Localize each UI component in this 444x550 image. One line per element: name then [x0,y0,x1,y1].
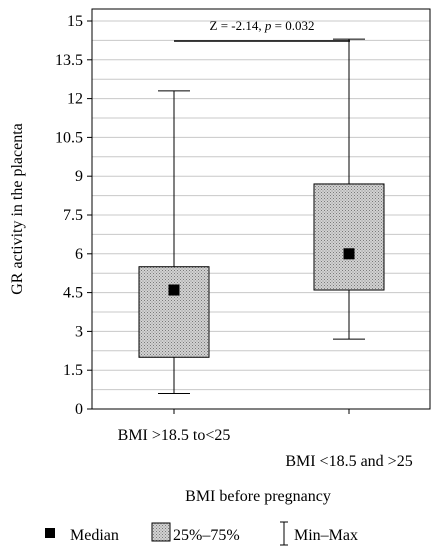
y-tick-label: 7.5 [63,207,83,224]
y-tick-label: 0 [75,401,83,418]
y-tick-label: 10.5 [55,129,83,146]
x-tick-label-2: BMI <18.5 and >25 [285,453,412,470]
y-tick-label: 4.5 [63,285,83,302]
box-group [138,90,210,394]
iqr-box [313,183,385,291]
legend-median-label: Median [70,527,119,544]
y-tick-label: 12 [67,91,83,108]
y-tick-label: 1.5 [63,362,83,379]
y-tick-label: 13.5 [55,52,83,69]
x-tick-label-1: BMI >18.5 to<25 [118,427,231,444]
significance-label: Z = -2.14, p = 0.032 [210,18,315,33]
legend-median-marker [45,528,55,538]
box-series [138,38,385,394]
y-tick-label: 6 [75,246,83,263]
iqr-box [138,266,210,358]
legend-whisker-icon [280,521,288,546]
y-axis-title: GR activity in the placenta [9,123,26,295]
legend-box-swatch [151,522,171,542]
y-axis-ticks: 0 1.5 3 4.5 6 7.5 9 10.5 12 13.5 15 [55,13,92,418]
x-axis-ticks [173,409,350,414]
median-marker [168,284,180,296]
y-tick-label: 3 [75,323,83,340]
median-marker [343,248,355,260]
y-tick-label: 9 [75,168,83,185]
legend: Median 25%–75% Min–Max [45,521,358,546]
y-tick-label: 15 [67,13,83,30]
plot-frame [91,8,431,410]
x-axis-title: BMI before pregnancy [185,488,331,505]
significance-annotation: Z = -2.14, p = 0.032 [174,18,350,42]
legend-whisker-label: Min–Max [294,527,358,544]
legend-box-label: 25%–75% [173,527,240,544]
box-group [313,38,385,340]
